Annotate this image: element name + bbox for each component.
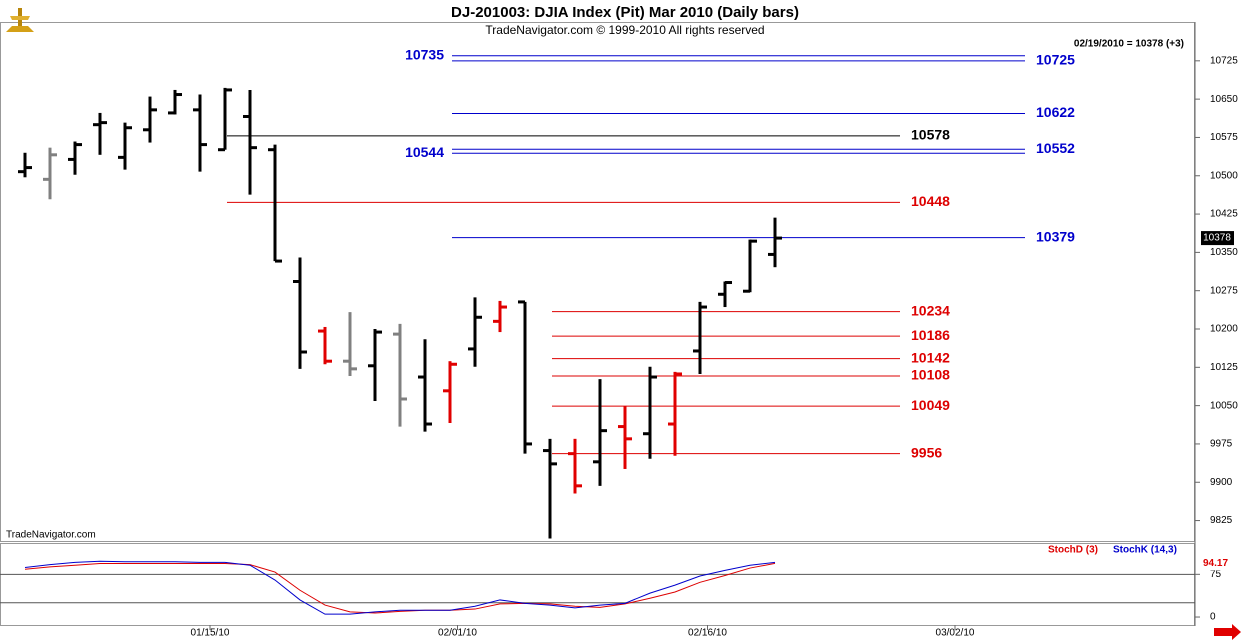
chart-title: DJ-201003: DJIA Index (Pit) Mar 2010 (Da… [451,4,799,21]
stoch-line [24,562,776,614]
y-tick-label: 9900 [1210,477,1233,488]
y-tick-label: 75 [1210,569,1222,580]
watermark: TradeNavigator.com [6,530,96,541]
stoch-line [24,560,776,615]
x-tick-label: 02/16/10 [688,628,727,639]
y-tick-label: 9825 [1210,515,1233,526]
y-tick-label: 10500 [1210,170,1238,181]
y-tick-label: 10125 [1210,362,1238,373]
last-value-label: 94.17 [1203,558,1228,569]
level-label: 10448 [911,193,950,209]
level-label: 10049 [911,397,950,413]
level-label: 9956 [911,444,942,460]
level-label: 10142 [911,349,950,365]
last-value-tag [1201,556,1234,571]
level-label: 10234 [911,302,950,318]
level-label: 10379 [1036,228,1075,244]
last-info: 02/19/2010 = 10378 (+3) [1074,39,1184,50]
y-tick-label: 10050 [1210,400,1238,411]
x-tick-label: 03/02/10 [936,628,975,639]
level-label: 10186 [911,327,950,343]
level-label: 10552 [1036,140,1075,156]
y-tick-label: 10575 [1210,132,1238,143]
last-price-label: 10378 [1203,233,1231,244]
logo [6,8,34,32]
level-label: 10544 [405,144,444,160]
y-tick-label: 9975 [1210,439,1233,450]
level-label: 10622 [1036,104,1075,120]
y-tick-label: 10425 [1210,209,1238,220]
level-label: 10725 [1036,52,1075,68]
chart-subtitle: TradeNavigator.com © 1999-2010 All right… [485,23,764,37]
y-tick-label: 10275 [1210,285,1238,296]
x-tick-label: 01/15/10 [191,628,230,639]
y-tick-label: 10725 [1210,55,1238,66]
y-tick-label: 10350 [1210,247,1238,258]
x-tick-label: 02/01/10 [438,628,477,639]
level-label: 10578 [911,127,950,143]
y-tick-label: 10650 [1210,94,1238,105]
last-price-tag [1201,231,1234,246]
legend-entry: StochD (3) [1048,545,1098,556]
level-label: 10735 [405,46,444,62]
scroll-arrow[interactable] [1214,624,1241,640]
level-label: 10108 [911,367,950,383]
legend-entry: StochK (14,3) [1113,545,1177,556]
y-tick-label: 0 [1210,612,1216,623]
y-tick-label: 10200 [1210,324,1238,335]
